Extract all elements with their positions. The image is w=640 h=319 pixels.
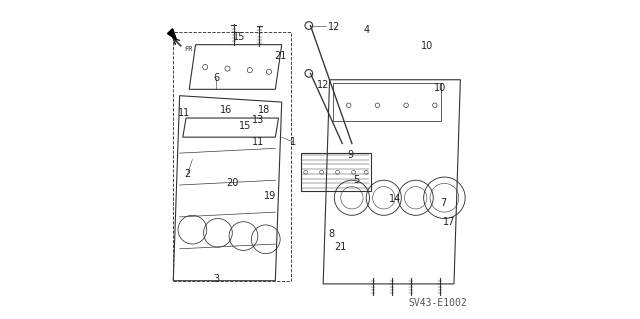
Text: 12: 12 bbox=[317, 79, 330, 90]
Text: 18: 18 bbox=[258, 105, 270, 115]
Text: 8: 8 bbox=[328, 229, 334, 240]
Text: 6: 6 bbox=[213, 73, 220, 83]
Text: 17: 17 bbox=[443, 217, 456, 227]
Text: 16: 16 bbox=[220, 105, 232, 115]
Text: 3: 3 bbox=[213, 274, 220, 284]
Text: 13: 13 bbox=[252, 115, 264, 125]
Text: FR.: FR. bbox=[184, 46, 197, 52]
Text: 10: 10 bbox=[420, 41, 433, 51]
Text: SV43-E1002: SV43-E1002 bbox=[409, 298, 467, 308]
Text: 7: 7 bbox=[440, 197, 446, 208]
Text: 15: 15 bbox=[239, 121, 252, 131]
Text: 9: 9 bbox=[348, 150, 353, 160]
Text: 4: 4 bbox=[363, 25, 369, 35]
Text: 11: 11 bbox=[252, 137, 264, 147]
Text: 12: 12 bbox=[328, 22, 340, 32]
Text: 15: 15 bbox=[232, 32, 245, 42]
Text: 20: 20 bbox=[226, 178, 239, 189]
Text: 1: 1 bbox=[290, 137, 296, 147]
Polygon shape bbox=[168, 29, 177, 40]
Text: 11: 11 bbox=[179, 108, 191, 118]
Text: 21: 21 bbox=[274, 51, 286, 61]
Text: 21: 21 bbox=[335, 242, 347, 252]
Text: 10: 10 bbox=[433, 83, 445, 93]
Text: 14: 14 bbox=[389, 194, 401, 204]
Text: 2: 2 bbox=[184, 169, 191, 179]
Text: 5: 5 bbox=[353, 175, 360, 185]
Text: 19: 19 bbox=[264, 191, 276, 201]
